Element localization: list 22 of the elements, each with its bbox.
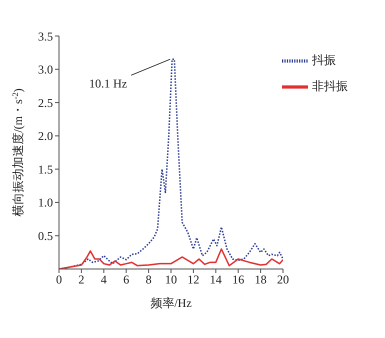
x-tick-label: 0: [56, 272, 62, 287]
legend-label: 抖振: [312, 52, 336, 67]
y-tick-label: 2.5: [38, 96, 53, 110]
x-tick-label: 16: [232, 272, 244, 287]
x-tick-label: 4: [100, 272, 107, 287]
y-tick-label: 3.5: [38, 29, 53, 44]
y-tick-label: 3.0: [38, 62, 53, 77]
y-tick-label: 1.5: [38, 162, 53, 176]
x-tick-label: 8: [146, 272, 152, 287]
x-tick-label: 10: [165, 272, 177, 287]
x-tick-label: 12: [187, 272, 200, 287]
legend-label: 非抖振: [312, 78, 348, 93]
annotation: 10.1 Hz: [89, 76, 128, 90]
x-tick-label: 20: [277, 272, 289, 287]
y-tick-label: 1.0: [38, 196, 53, 210]
x-tick-label: 6: [123, 272, 130, 287]
x-tick-label: 14: [210, 272, 222, 287]
x-tick-label: 18: [254, 272, 267, 287]
x-axis-title: 频率/Hz: [150, 296, 192, 310]
y-tick-label: 0.5: [38, 228, 53, 243]
x-tick-label: 2: [78, 272, 84, 287]
y-tick-label: 2.0: [38, 129, 53, 144]
